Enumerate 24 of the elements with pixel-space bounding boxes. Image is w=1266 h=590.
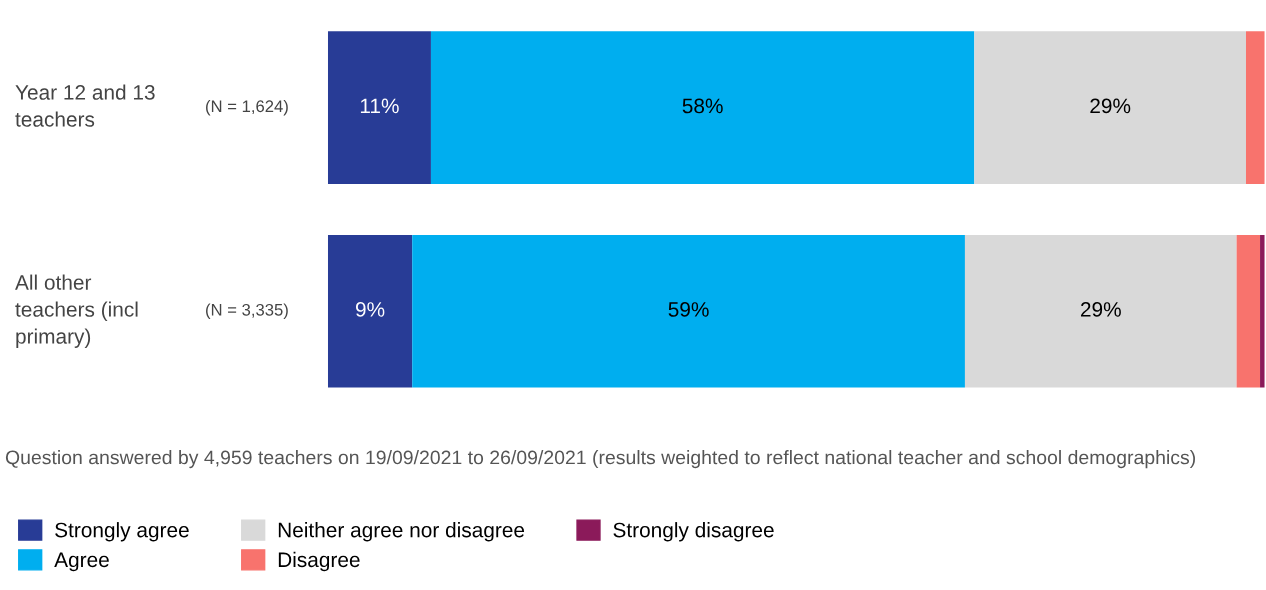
bar (430, 31, 975, 185)
bar (964, 234, 1237, 388)
data-label: 59% (668, 302, 709, 317)
legend-label: Disagree (278, 551, 360, 572)
text: Question answered by 4,959 teachers on 19/09/2021 to 26/09/2021 (results weighted to reflect national teacher and school demographics) (5, 450, 1195, 469)
bar (1246, 31, 1265, 185)
bar (327, 31, 431, 185)
bar (327, 234, 413, 388)
y-tick-label: Year 12 and 13 teachers (15, 84, 155, 127)
legend-label: Strongly agree (55, 522, 189, 542)
data-label: 11% (360, 98, 399, 114)
bar (974, 31, 1246, 185)
text: (N = 3,335) (206, 303, 288, 319)
data-label: 29% (1090, 98, 1131, 114)
data-label: 9% (355, 302, 385, 317)
data-label: 29% (1080, 302, 1121, 317)
legend-label: Agree (54, 552, 109, 572)
text: (N = 1,624) (206, 99, 288, 116)
legend-label: Neither agree nor disagree (278, 522, 525, 542)
data-label: 58% (682, 98, 723, 114)
y-tick-label: All other teachers (incl primary) (15, 274, 138, 348)
bar (412, 234, 965, 388)
legend-label: Strongly disagree (613, 522, 774, 542)
bar (1236, 234, 1261, 388)
